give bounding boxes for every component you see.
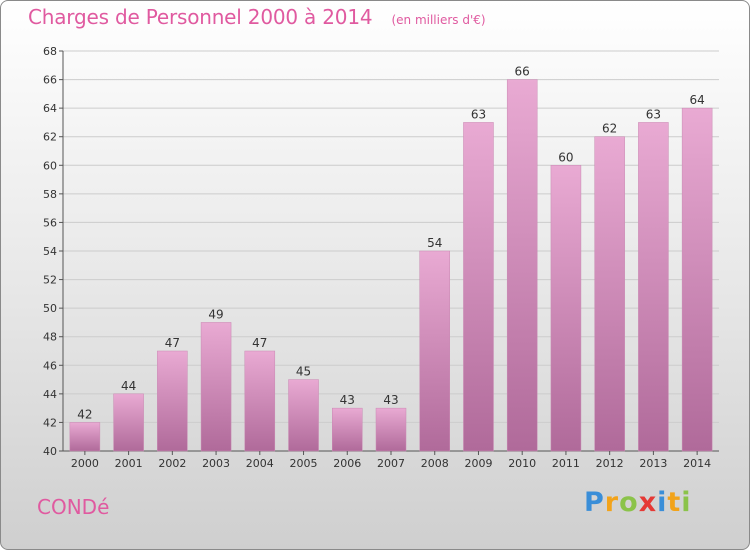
data-label: 47 [165,336,180,350]
bar [463,122,494,452]
x-tick-label: 2013 [639,457,667,470]
logo-letter: o [619,487,639,518]
x-tick-label: 2011 [552,457,580,470]
y-tick-label: 52 [43,274,57,287]
bar [506,79,538,452]
bar [332,407,363,452]
bar [550,165,582,452]
bar [113,393,144,452]
x-tick-label: 2004 [246,457,274,470]
y-axis-ticks: 40 42 44 46 48 50 52 54 56 58 60 62 64 66 68 [43,45,63,458]
y-tick-label: 64 [43,102,57,115]
data-label: 43 [383,393,398,407]
y-tick-label: 40 [43,445,57,458]
data-label: 43 [340,393,355,407]
bar [244,350,276,452]
data-label: 47 [252,336,267,350]
x-tick-label: 2010 [508,457,536,470]
x-tick-label: 2009 [464,457,492,470]
y-tick-label: 46 [43,359,57,372]
commune-name: CONDé [37,495,110,519]
data-label: 60 [558,150,573,164]
data-label: 64 [689,93,704,107]
bar [638,122,669,452]
y-tick-label: 60 [43,159,57,172]
x-tick-label: 2007 [377,457,405,470]
data-label: 54 [427,236,442,250]
y-tick-label: 62 [43,131,57,144]
logo-letter: x [638,487,658,518]
y-tick-label: 66 [43,74,57,87]
bar [375,407,407,452]
x-tick-label: 2014 [683,457,711,470]
bar [288,379,319,452]
chart-subtitle: (en milliers d'€) [391,13,486,27]
data-label: 63 [646,107,661,121]
bar [594,136,625,452]
x-axis-ticks: 2000 2001 2002 2003 2004 2005 2006 2007 2008 2009… [71,451,711,470]
data-label: 62 [602,122,617,136]
data-labels: 42 44 47 49 47 45 43 43 54 63 66 60 62 63 64 [77,65,705,422]
proxiti-logo[interactable]: Proxiti [584,487,692,518]
bar [419,250,450,452]
y-tick-label: 44 [43,388,57,401]
bar [200,322,232,452]
y-tick-label: 68 [43,45,57,58]
chart-title-block: Charges de Personnel 2000 à 2014 (en mil… [28,5,486,29]
data-label: 44 [121,379,136,393]
x-tick-label: 2003 [202,457,230,470]
y-tick-label: 42 [43,416,57,429]
y-tick-label: 54 [43,245,57,258]
x-tick-label: 2000 [71,457,99,470]
x-tick-label: 2005 [290,457,318,470]
data-label: 45 [296,365,311,379]
data-label: 63 [471,107,486,121]
x-tick-label: 2008 [421,457,449,470]
data-label: 66 [515,65,530,79]
bar [157,350,188,452]
data-label: 49 [208,307,223,321]
y-tick-label: 58 [43,188,57,201]
bar [69,422,101,452]
chart-title: Charges de Personnel 2000 à 2014 [28,5,373,29]
data-label: 42 [77,407,92,421]
logo-letter: i [657,487,668,518]
x-tick-label: 2012 [596,457,624,470]
x-tick-label: 2001 [115,457,143,470]
y-tick-label: 50 [43,302,57,315]
logo-letter: r [604,487,620,518]
bars [69,79,713,452]
logo-letter: t [667,487,682,518]
x-tick-label: 2002 [158,457,186,470]
logo-letter: P [584,487,605,518]
logo-letter: i [681,487,692,518]
bar [681,107,713,452]
y-tick-label: 56 [43,216,57,229]
x-tick-label: 2006 [333,457,361,470]
y-tick-label: 48 [43,331,57,344]
